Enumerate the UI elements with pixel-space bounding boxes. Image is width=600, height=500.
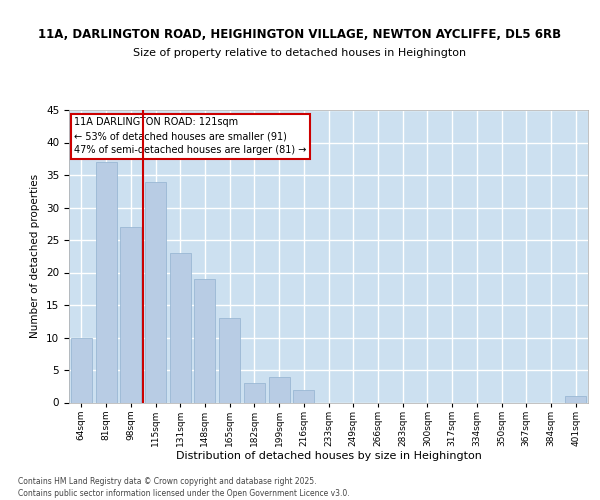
Bar [194,279,215,402]
Text: 11A, DARLINGTON ROAD, HEIGHINGTON VILLAGE, NEWTON AYCLIFFE, DL5 6RB: 11A, DARLINGTON ROAD, HEIGHINGTON VILLAG… [38,28,562,40]
X-axis label: Distribution of detached houses by size in Heighington: Distribution of detached houses by size … [176,452,481,462]
Bar [71,338,92,402]
Bar [244,383,265,402]
Bar [269,376,290,402]
Text: 11A DARLINGTON ROAD: 121sqm
← 53% of detached houses are smaller (91)
47% of sem: 11A DARLINGTON ROAD: 121sqm ← 53% of det… [74,118,307,156]
Text: Size of property relative to detached houses in Heighington: Size of property relative to detached ho… [133,48,467,58]
Text: Contains HM Land Registry data © Crown copyright and database right 2025.
Contai: Contains HM Land Registry data © Crown c… [18,476,350,498]
Bar [565,396,586,402]
Bar [120,227,141,402]
Bar [293,390,314,402]
Y-axis label: Number of detached properties: Number of detached properties [31,174,40,338]
Bar [95,162,116,402]
Bar [219,318,240,402]
Bar [170,253,191,402]
Bar [145,182,166,402]
